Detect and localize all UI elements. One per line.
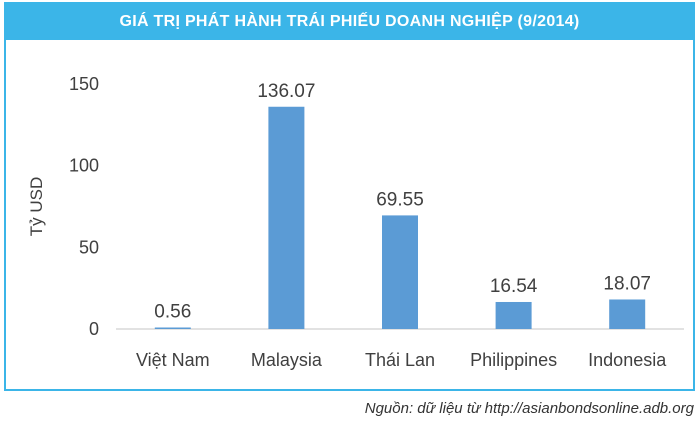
data-label-4: 18.07 [603, 273, 651, 294]
bar-2 [382, 215, 418, 329]
bar-3 [495, 301, 532, 329]
chart-title: GIÁ TRỊ PHÁT HÀNH TRÁI PHIẾU DOANH NGHIỆ… [6, 4, 693, 40]
data-label-1: 136.07 [257, 81, 315, 102]
bar-0 [154, 327, 191, 329]
data-label-0: 0.56 [154, 302, 191, 323]
data-label-3: 16.54 [490, 276, 538, 297]
y-tick-label-100: 100 [69, 156, 99, 176]
category-label-1: Malaysia [251, 350, 323, 370]
data-label-2: 69.55 [376, 189, 424, 210]
bar-4 [609, 299, 646, 329]
bar-chart: 0 50 100 150 Tỷ USD 0.56 Việt Nam 136.07 Malaysi… [27, 74, 684, 370]
y-tick-label-0: 0 [89, 319, 99, 339]
chart-frame: GIÁ TRỊ PHÁT HÀNH TRÁI PHIẾU DOANH NGHIỆ… [4, 2, 695, 391]
category-label-2: Thái Lan [365, 350, 435, 370]
source-note: Nguồn: dữ liệu từ http://asianbondsonlin… [364, 400, 694, 417]
bar-1 [268, 106, 305, 329]
category-label-0: Việt Nam [136, 350, 210, 370]
y-axis-label: Tỷ USD [27, 177, 46, 237]
y-tick-label-150: 150 [69, 74, 99, 94]
category-label-3: Philippines [470, 350, 557, 370]
category-label-4: Indonesia [588, 350, 667, 370]
y-tick-label-50: 50 [79, 237, 99, 257]
